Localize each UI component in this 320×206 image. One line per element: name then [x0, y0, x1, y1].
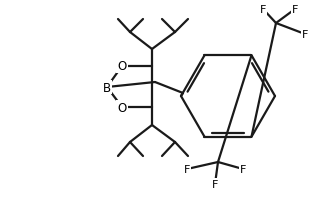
Text: F: F: [260, 5, 266, 15]
Text: B: B: [103, 81, 111, 94]
Text: F: F: [184, 164, 190, 174]
Text: O: O: [117, 60, 127, 73]
Text: O: O: [117, 101, 127, 114]
Text: F: F: [212, 179, 218, 189]
Text: F: F: [292, 5, 298, 15]
Text: F: F: [240, 164, 246, 174]
Text: F: F: [302, 30, 308, 40]
